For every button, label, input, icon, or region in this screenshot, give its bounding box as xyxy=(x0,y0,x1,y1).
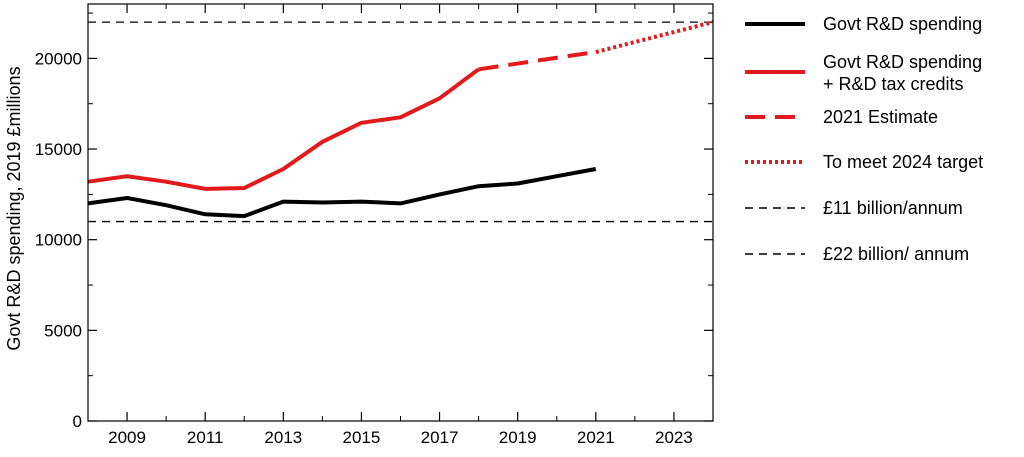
legend-item: Govt R&D spending+ R&D tax credits xyxy=(745,52,982,94)
legend-label: £22 billion/ annum xyxy=(823,244,969,264)
plot-frame xyxy=(87,3,714,422)
y-tick-label: 10000 xyxy=(35,231,82,250)
legend-item: £22 billion/ annum xyxy=(745,244,969,264)
legend-item: To meet 2024 target xyxy=(745,152,983,172)
ticks-layer: 2009 2011 2013 2015 2017 2019 2021 2023 0 5000 100… xyxy=(35,4,714,447)
legend-item: Govt R&D spending xyxy=(745,14,982,34)
legend-label: 2021 Estimate xyxy=(823,107,938,127)
series-line-0 xyxy=(87,167,597,219)
x-tick-label: 2009 xyxy=(108,428,146,447)
x-tick-label: 2021 xyxy=(577,428,615,447)
y-tick-label: 5000 xyxy=(44,321,82,340)
x-tick-label: 2015 xyxy=(343,428,381,447)
y-axis-label: Govt R&D spending, 2019 £millions xyxy=(4,66,24,350)
y-tick-label: 0 xyxy=(73,412,82,431)
lines-layer xyxy=(87,20,714,223)
legend-label: £11 billion/annum xyxy=(823,198,963,218)
legend-label: Govt R&D spending xyxy=(823,52,982,72)
legend-label: To meet 2024 target xyxy=(823,152,983,172)
legend-item: 2021 Estimate xyxy=(745,107,938,127)
series-line-3 xyxy=(595,20,714,54)
y-tick-label: 15000 xyxy=(35,140,82,159)
x-tick-label: 2019 xyxy=(499,428,537,447)
x-tick-label: 2023 xyxy=(655,428,693,447)
series-line-2 xyxy=(478,50,597,72)
y-tick-label: 20000 xyxy=(35,49,82,68)
series-line-1 xyxy=(87,67,480,191)
legend-label: + R&D tax credits xyxy=(823,74,964,94)
x-tick-label: 2017 xyxy=(421,428,459,447)
x-tick-label: 2011 xyxy=(187,428,224,447)
legend-item: £11 billion/annum xyxy=(745,198,963,218)
x-tick-label: 2013 xyxy=(264,428,302,447)
legend-label: Govt R&D spending xyxy=(823,14,982,34)
